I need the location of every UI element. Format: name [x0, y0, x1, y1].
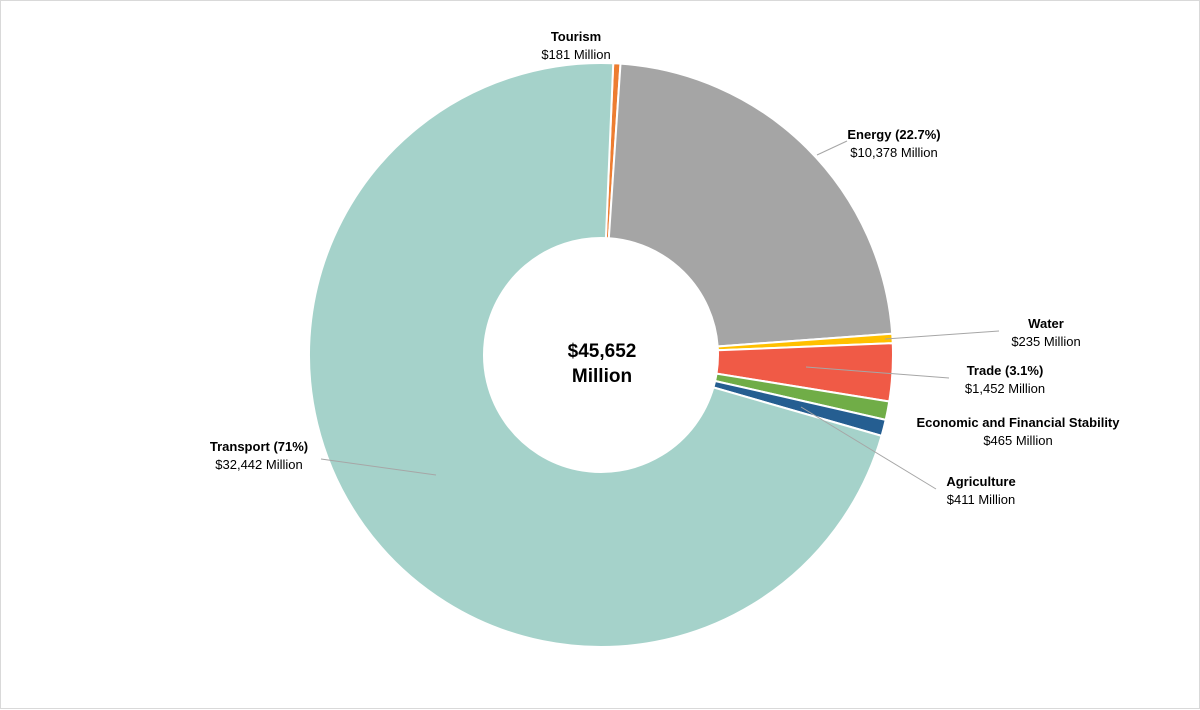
- label-value-energy: $10,378 Million: [850, 145, 937, 160]
- label-value-tourism: $181 Million: [541, 47, 610, 62]
- donut-slices: [308, 62, 894, 648]
- label-value-trade: $1,452 Million: [965, 381, 1045, 396]
- leader-line-water: [884, 330, 1000, 340]
- label-name-agriculture: Agriculture: [946, 474, 1015, 489]
- label-value-economic-and-financial-stability: $465 Million: [983, 433, 1052, 448]
- label-name-trade: Trade (3.1%): [967, 363, 1044, 378]
- label-value-agriculture: $411 Million: [947, 492, 1015, 507]
- donut-hole: [484, 238, 718, 472]
- leader-line-transport: [320, 458, 437, 476]
- label-value-transport: $32,442 Million: [215, 457, 302, 472]
- leader-line-agriculture: [800, 406, 937, 490]
- center-total-value: $45,652: [568, 341, 637, 362]
- leader-line-energy: [816, 140, 848, 156]
- label-name-transport: Transport (71%): [210, 439, 308, 454]
- label-name-economic-and-financial-stability: Economic and Financial Stability: [917, 415, 1121, 430]
- slice-labels: Tourism $181 Million Energy (22.7%) $10,378…: [210, 29, 1120, 507]
- label-value-water: $235 Million: [1011, 334, 1080, 349]
- leader-line-trade: [805, 366, 950, 379]
- label-name-energy: Energy (22.7%): [847, 127, 940, 142]
- label-name-water: Water: [1028, 316, 1064, 331]
- leader-lines: [320, 140, 1000, 490]
- label-name-tourism: Tourism: [551, 29, 601, 44]
- center-total-unit: Million: [572, 366, 632, 387]
